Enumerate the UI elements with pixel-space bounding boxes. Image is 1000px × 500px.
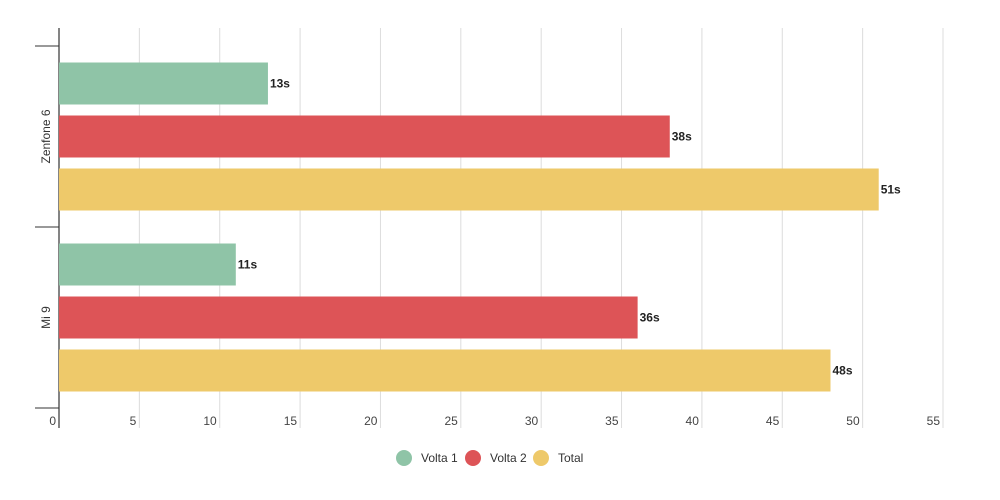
bar-total	[59, 168, 879, 211]
data-label: 48s	[832, 364, 852, 378]
legend-swatch	[533, 450, 549, 466]
category-label: Mi 9	[39, 306, 53, 329]
x-tick-label: 0	[49, 414, 56, 428]
data-label: 36s	[640, 311, 660, 325]
x-tick-label: 45	[766, 414, 780, 428]
data-label: 13s	[270, 77, 290, 91]
legend-swatch	[396, 450, 412, 466]
x-tick-label: 5	[130, 414, 137, 428]
x-tick-label: 15	[284, 414, 298, 428]
x-tick-label: 25	[444, 414, 458, 428]
data-label: 51s	[881, 183, 901, 197]
category-label: Zenfone 6	[39, 109, 53, 163]
bar-volta-2	[59, 296, 638, 339]
legend-label: Volta 1	[421, 451, 458, 465]
bar-volta-1	[59, 62, 268, 105]
x-tick-label: 35	[605, 414, 619, 428]
x-tick-label: 55	[927, 414, 941, 428]
bar-volta-2	[59, 115, 670, 158]
x-tick-label: 50	[846, 414, 860, 428]
data-label: 11s	[238, 258, 258, 272]
x-tick-label: 20	[364, 414, 378, 428]
x-tick-label: 30	[525, 414, 539, 428]
data-label: 38s	[672, 130, 692, 144]
bar-total	[59, 349, 831, 392]
bar-volta-1	[59, 243, 236, 286]
legend-label: Total	[558, 451, 583, 465]
x-tick-label: 10	[203, 414, 217, 428]
x-tick-label: 40	[686, 414, 700, 428]
legend-label: Volta 2	[490, 451, 527, 465]
legend-swatch	[465, 450, 481, 466]
